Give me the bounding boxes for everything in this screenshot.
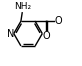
Text: O: O <box>55 16 63 26</box>
Text: N: N <box>7 29 15 39</box>
Text: NH₂: NH₂ <box>14 2 31 11</box>
Text: O: O <box>42 31 50 41</box>
